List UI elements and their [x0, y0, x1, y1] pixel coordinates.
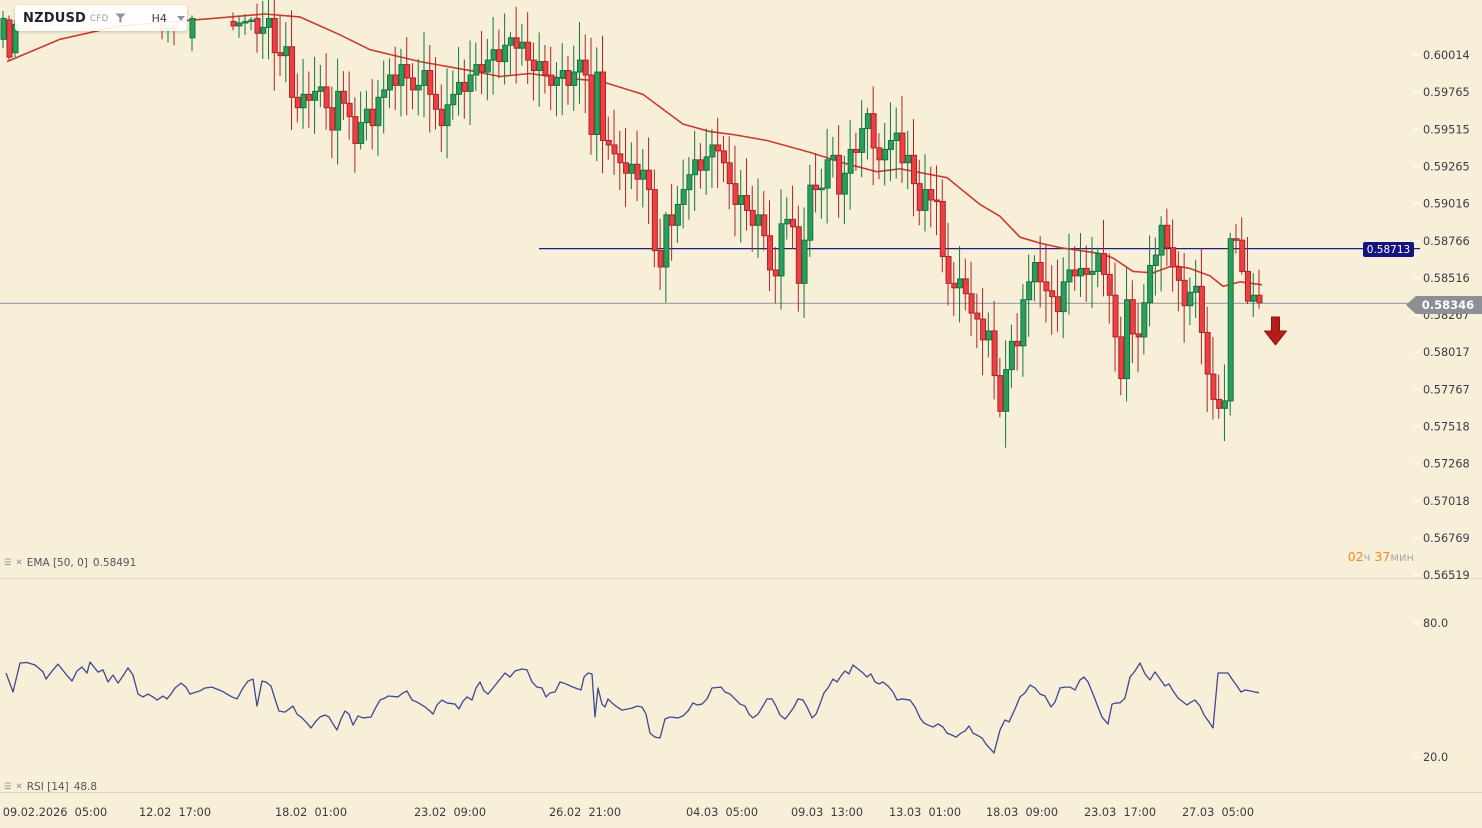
price-tick-label: 0.58017 [1423, 346, 1470, 359]
symbol-name[interactable]: NZDUSD [23, 10, 87, 26]
rsi-line [5, 661, 1260, 754]
price-tick-label: 0.57268 [1423, 458, 1470, 471]
time-tick-label: 12.02 17:00 [139, 806, 211, 819]
rsi-tick-label: 20.0 [1423, 751, 1448, 764]
price-tick-label: 0.58766 [1423, 235, 1470, 248]
price-tick-label: 0.56769 [1423, 532, 1470, 545]
price-tick-label: 0.59265 [1423, 161, 1470, 174]
resistance-price-label: 0.58713 [1363, 242, 1414, 257]
symbol-dropdown-funnel-icon[interactable] [115, 13, 126, 23]
time-tick-label: 18.02 01:00 [275, 806, 347, 819]
price-tick-label: 0.59515 [1423, 123, 1470, 136]
rsi-tick-label: 80.0 [1423, 617, 1448, 630]
time-tick-label: 23.03 17:00 [1084, 806, 1156, 819]
price-tick-label: 0.57767 [1423, 383, 1470, 396]
price-tick-label: 0.57018 [1423, 495, 1470, 508]
time-tick-label: 04.03 05:00 [686, 806, 758, 819]
countdown-hours: 02 [1347, 549, 1364, 564]
level-lines[interactable] [0, 248, 1420, 304]
market-type-badge: CFD [90, 14, 109, 24]
timeframe-label[interactable]: H4 [151, 11, 167, 25]
price-tick-label: 0.57518 [1423, 420, 1470, 433]
ema-remove-icon[interactable]: ✕ [15, 558, 23, 568]
candles-layer [0, 0, 1263, 448]
time-tick-label: 13.03 01:00 [889, 806, 961, 819]
symbol-selector[interactable]: NZDUSD CFD H4 [15, 5, 187, 31]
ema-line [6, 13, 1263, 288]
ema-indicator-value: 0.58491 [92, 557, 137, 569]
price-tick-label: 0.56519 [1423, 569, 1470, 582]
price-tick-label: 0.58516 [1423, 272, 1470, 285]
ema-indicator-label: EMA [50, 0] [26, 557, 88, 569]
time-tick-label: 09.02.2026 05:00 [3, 806, 107, 819]
timeframe-dropdown-icon[interactable] [176, 15, 185, 21]
countdown-minutes: 37 [1370, 549, 1391, 564]
time-tick-label: 09.03 13:00 [791, 806, 863, 819]
countdown-hours-unit: ч [1363, 550, 1371, 564]
price-tick-label: 0.59016 [1423, 198, 1470, 211]
rsi-indicator-label: RSI [14] [26, 781, 69, 793]
price-tick-label: 0.60014 [1423, 49, 1470, 62]
time-tick-label: 26.02 21:00 [549, 806, 621, 819]
ema-settings-icon[interactable]: ☰ [4, 558, 12, 568]
time-axis[interactable]: 09.02.2026 05:00 12.02 17:00 18.02 01:00 23… [3, 806, 1254, 819]
rsi-indicator-row: ☰ ✕ RSI [14] 48.8 [4, 781, 97, 793]
countdown-minutes-unit: мин [1390, 550, 1414, 564]
sell-arrow-marker[interactable] [1264, 316, 1287, 346]
rsi-indicator-value: 48.8 [73, 781, 98, 793]
rsi-remove-icon[interactable]: ✕ [15, 782, 23, 792]
candle-countdown-timer: 02ч 37мин [1336, 549, 1414, 564]
time-tick-label: 27.03 05:00 [1182, 806, 1254, 819]
time-tick-label: 23.02 09:00 [414, 806, 486, 819]
current-price-label: 0.58346 [1406, 296, 1482, 314]
rsi-settings-icon[interactable]: ☰ [4, 782, 12, 792]
price-axis[interactable]: 0.60014 0.59765 0.59515 0.59265 0.59016 0.587… [1413, 49, 1470, 582]
price-tick-label: 0.59765 [1423, 86, 1470, 99]
ema-indicator-row: ☰ ✕ EMA [50, 0] 0.58491 [4, 557, 136, 569]
rsi-axis[interactable]: 80.0 20.0 [1413, 617, 1448, 764]
pane-separators [0, 578, 1482, 793]
time-tick-label: 18.03 09:00 [986, 806, 1058, 819]
